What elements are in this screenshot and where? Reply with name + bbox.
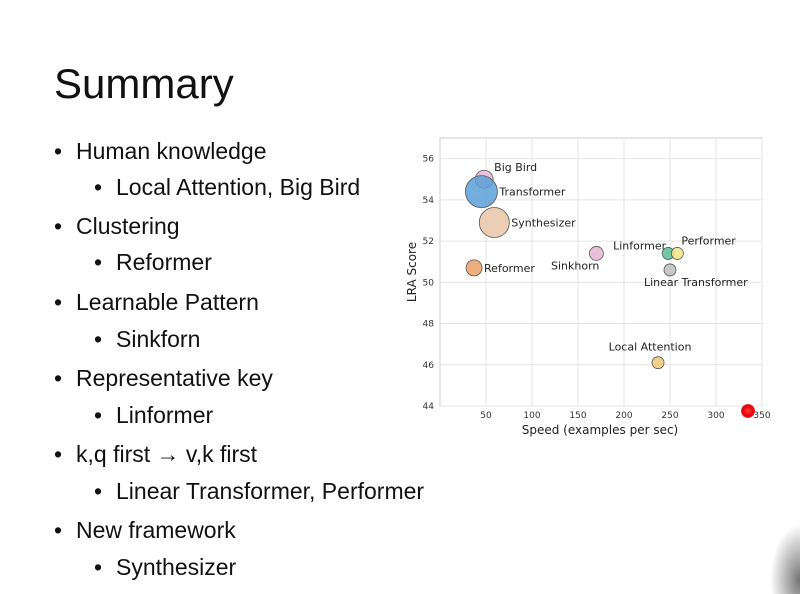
y-tick-label: 56 xyxy=(423,155,435,165)
y-tick-label: 52 xyxy=(423,237,434,247)
bullet-text: k,q first → v,k first xyxy=(76,441,258,467)
data-points xyxy=(465,169,684,370)
x-axis-label: Speed (examples per sec) xyxy=(522,423,679,437)
point-labels: Big Bird Transformer Synthesizer Reformer Si… xyxy=(484,161,748,353)
slide-title: Summary xyxy=(54,60,234,107)
x-tick-label: 50 xyxy=(480,411,492,421)
y-tick-label: 50 xyxy=(423,278,435,288)
bullet-dot: • xyxy=(54,289,63,315)
x-tick-label: 150 xyxy=(569,411,586,421)
x-tick-labels: 50 100 150 200 250 300 350 xyxy=(480,411,771,421)
x-tick-label: 300 xyxy=(707,411,724,421)
y-axis-label: LRA Score xyxy=(405,242,419,302)
point-label: Big Bird xyxy=(494,161,537,174)
bullet-dot: • xyxy=(94,174,103,200)
x-tick-label: 200 xyxy=(615,411,632,421)
y-tick-label: 44 xyxy=(423,402,435,412)
bullet-text: Learnable Pattern xyxy=(76,289,259,315)
y-tick-label: 46 xyxy=(423,361,435,371)
y-tick-label: 48 xyxy=(423,320,435,330)
point-label: Synthesizer xyxy=(511,217,576,230)
bullet-dot: • xyxy=(94,554,103,580)
data-point xyxy=(651,356,665,370)
sub-bullet-text: Linear Transformer, Performer xyxy=(116,478,425,504)
point-label: Local Attention xyxy=(609,341,692,354)
x-tick-label: 250 xyxy=(661,411,678,421)
sub-bullet-text: Linformer xyxy=(116,402,214,428)
sub-bullet-text: Reformer xyxy=(116,249,212,275)
bullet-dot: • xyxy=(94,249,103,275)
data-point xyxy=(465,175,498,208)
bullet-text: Clustering xyxy=(76,213,180,239)
x-tick-label: 350 xyxy=(753,411,770,421)
data-point xyxy=(478,207,510,238)
point-label: Linformer xyxy=(613,239,667,252)
sub-bullet-text: Synthesizer xyxy=(116,554,237,580)
bullet-text: New framework xyxy=(76,517,236,543)
point-label: Reformer xyxy=(484,262,535,275)
data-point xyxy=(465,259,483,277)
bullet-dot: • xyxy=(54,213,63,239)
point-label: Sinkhorn xyxy=(551,259,599,272)
bullet-dot: • xyxy=(54,138,63,164)
sub-bullet-text: Local Attention, Big Bird xyxy=(116,174,361,200)
y-tick-label: 54 xyxy=(423,196,435,206)
corner-shadow xyxy=(770,524,800,594)
bullet-dot: • xyxy=(54,517,63,543)
data-point xyxy=(663,263,677,277)
bullet-dot: • xyxy=(54,441,63,467)
scatter-chart: 50 100 150 200 250 300 350 44 46 48 50 52 54 56 Big … xyxy=(400,130,780,440)
chart-svg: 50 100 150 200 250 300 350 44 46 48 50 52 54 56 Big … xyxy=(405,137,771,437)
data-point xyxy=(588,246,604,261)
bullet-dot: • xyxy=(94,326,103,352)
bullet-dot: • xyxy=(94,402,103,428)
sub-bullet-text: Sinkforn xyxy=(116,326,201,352)
bullet-dot: • xyxy=(54,365,63,391)
bullet-text: Representative key xyxy=(76,365,273,391)
point-label: Transformer xyxy=(498,186,565,199)
y-tick-labels: 44 46 48 50 52 54 56 xyxy=(423,155,435,412)
bullet-text: Human knowledge xyxy=(76,138,267,164)
grid xyxy=(440,138,763,407)
point-label: Linear Transformer xyxy=(644,276,748,289)
data-point xyxy=(670,247,684,260)
x-tick-label: 100 xyxy=(523,411,540,421)
point-label: Performer xyxy=(681,234,736,247)
cursor-pointer-dot xyxy=(741,404,755,418)
bullet-dot: • xyxy=(94,478,103,504)
